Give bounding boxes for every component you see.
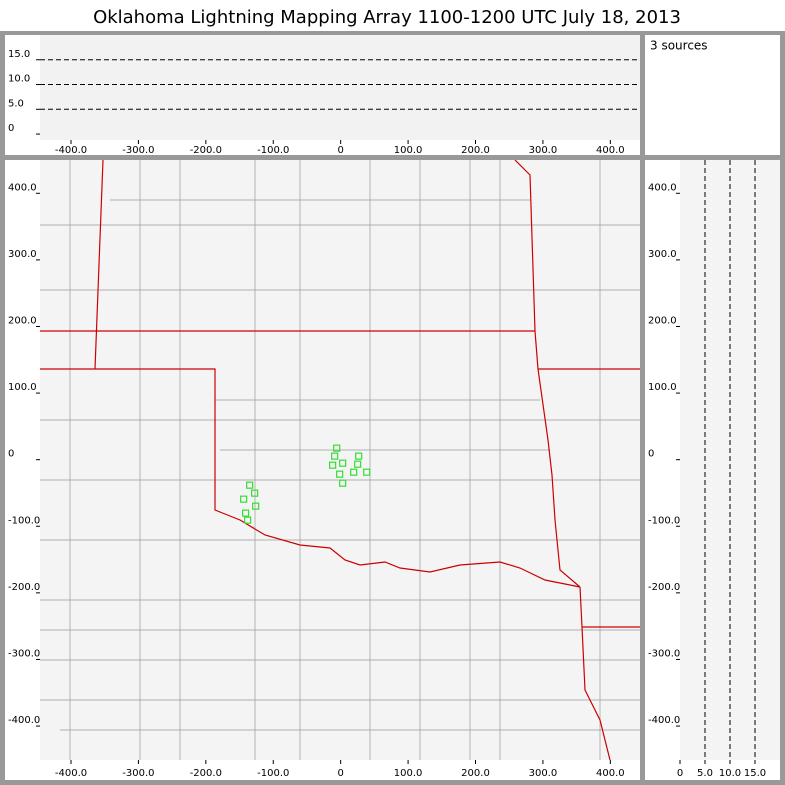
y-tick-label: -400.0: [8, 715, 40, 726]
x-tick-label: -300.0: [122, 768, 154, 779]
x-tick-label: 10.0: [719, 768, 741, 779]
county-lines: [40, 160, 640, 760]
source-point: [355, 452, 363, 460]
y-tick-label: -200.0: [8, 582, 40, 593]
chart-title: Oklahoma Lightning Mapping Array 1100-12…: [93, 7, 681, 28]
x-tick-label: 5.0: [697, 768, 713, 779]
source-point: [350, 468, 358, 476]
source-point: [363, 468, 371, 476]
y-tick-label: -200.0: [648, 582, 680, 593]
source-point: [354, 460, 362, 468]
x-tick-label: -200.0: [190, 768, 222, 779]
source-point: [329, 461, 337, 469]
x-tick-label: 300.0: [529, 145, 558, 156]
source-point: [339, 479, 347, 487]
info-panel: [645, 35, 780, 155]
x-tick-label: 0: [337, 768, 343, 779]
x-tick-label: -100.0: [257, 145, 289, 156]
annotation: 3 sources: [650, 39, 708, 53]
y-tick-label: -300.0: [8, 648, 40, 659]
y-tick-label: -400.0: [648, 715, 680, 726]
x-tick-label: -400.0: [55, 145, 87, 156]
x-tick-label: 400.0: [596, 768, 625, 779]
source-point: [336, 470, 344, 478]
y-tick-label: 15.0: [8, 49, 30, 60]
y-tick-label: 400.0: [648, 182, 677, 193]
source-point: [333, 444, 341, 452]
source-point: [251, 489, 259, 497]
x-tick-label: 100.0: [394, 145, 423, 156]
y-tick-label: 10.0: [8, 74, 30, 85]
y-tick-label: -300.0: [648, 648, 680, 659]
x-tick-label: 15.0: [744, 768, 766, 779]
x-tick-label: 200.0: [461, 145, 490, 156]
x-tick-label: -400.0: [55, 768, 87, 779]
source-point: [246, 481, 254, 489]
plot-area: [40, 35, 640, 140]
y-tick-label: 5.0: [8, 98, 24, 109]
y-tick-label: 300.0: [8, 249, 37, 260]
y-tick-label: 200.0: [648, 315, 677, 326]
x-tick-label: 100.0: [394, 768, 423, 779]
x-tick-label: -300.0: [122, 145, 154, 156]
state-borders: [40, 160, 640, 760]
y-tick-label: 0: [648, 449, 654, 460]
source-point: [252, 502, 260, 510]
y-tick-label: -100.0: [648, 515, 680, 526]
y-tick-label: 100.0: [8, 382, 37, 393]
y-tick-label: 0: [8, 449, 14, 460]
source-point: [242, 509, 250, 517]
x-tick-label: -200.0: [190, 145, 222, 156]
source-point: [240, 495, 248, 503]
source-point: [339, 459, 347, 467]
x-tick-label: 400.0: [596, 145, 625, 156]
source-point: [331, 452, 339, 460]
y-tick-label: 300.0: [648, 249, 677, 260]
y-tick-label: 100.0: [648, 382, 677, 393]
x-tick-label: 0: [677, 768, 683, 779]
title-bar: [0, 0, 785, 31]
y-tick-label: -100.0: [8, 515, 40, 526]
x-tick-label: 300.0: [529, 768, 558, 779]
x-tick-label: 0: [337, 145, 343, 156]
source-point: [244, 516, 252, 524]
x-tick-label: 200.0: [461, 768, 490, 779]
y-tick-label: 200.0: [8, 315, 37, 326]
y-tick-label: 400.0: [8, 182, 37, 193]
y-tick-label: 0: [8, 123, 14, 134]
map: [40, 160, 640, 760]
x-tick-label: -100.0: [257, 768, 289, 779]
